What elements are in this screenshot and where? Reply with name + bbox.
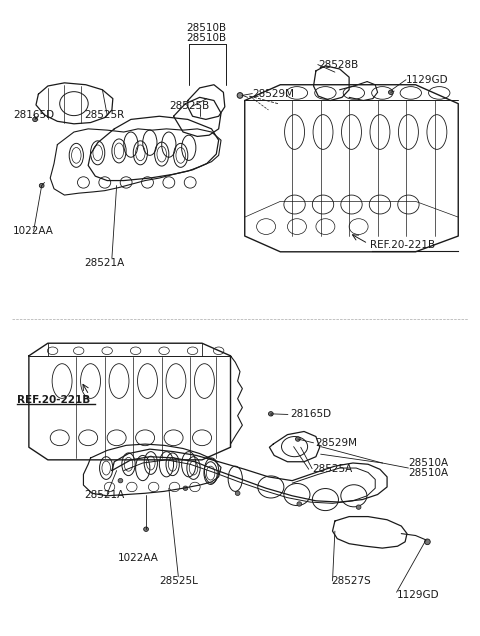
Text: 28165D: 28165D <box>13 110 54 120</box>
Ellipse shape <box>183 486 188 490</box>
Text: 28528B: 28528B <box>318 60 358 69</box>
Ellipse shape <box>296 437 300 441</box>
Text: 28521A: 28521A <box>84 490 125 499</box>
Text: REF.20-221B: REF.20-221B <box>17 395 90 405</box>
Text: 28521A: 28521A <box>84 258 125 268</box>
Text: 28510A: 28510A <box>408 458 448 468</box>
Text: 28529M: 28529M <box>252 88 294 99</box>
Ellipse shape <box>388 90 393 95</box>
Text: 28510B: 28510B <box>187 33 227 43</box>
Ellipse shape <box>39 183 44 188</box>
Ellipse shape <box>297 502 301 506</box>
Ellipse shape <box>33 117 37 121</box>
Ellipse shape <box>268 411 273 416</box>
Ellipse shape <box>144 527 148 532</box>
Text: 28510B: 28510B <box>187 23 227 33</box>
Ellipse shape <box>356 505 361 509</box>
Text: 1129GD: 1129GD <box>396 590 439 600</box>
Text: 28525L: 28525L <box>159 576 198 586</box>
Text: 28510A: 28510A <box>408 468 448 478</box>
Text: 1022AA: 1022AA <box>13 226 54 236</box>
Ellipse shape <box>424 539 430 544</box>
Text: 28527S: 28527S <box>331 576 371 586</box>
Text: 1022AA: 1022AA <box>118 553 158 563</box>
Text: 28525A: 28525A <box>312 464 352 474</box>
Ellipse shape <box>237 93 243 99</box>
Text: 1129GD: 1129GD <box>406 74 449 85</box>
Text: REF.20-221B: REF.20-221B <box>371 240 435 250</box>
Ellipse shape <box>118 478 123 483</box>
Text: 28165D: 28165D <box>290 410 331 420</box>
Text: 28529M: 28529M <box>315 438 357 448</box>
Ellipse shape <box>235 491 240 495</box>
Text: 28525B: 28525B <box>169 101 209 111</box>
Text: 28525R: 28525R <box>84 110 125 120</box>
